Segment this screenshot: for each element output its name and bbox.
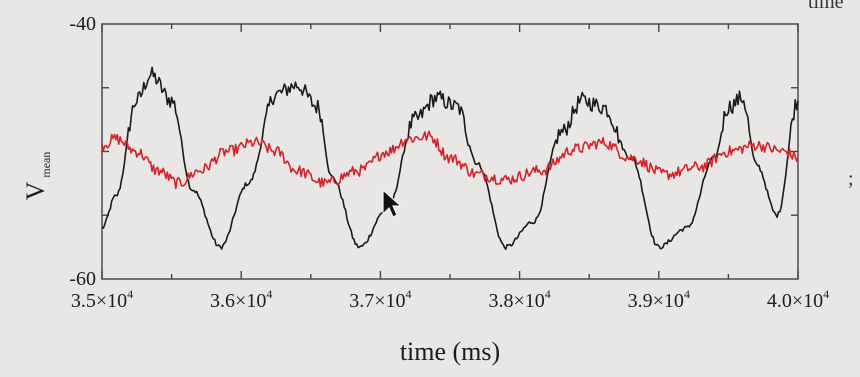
x-tick-label-exponent: 4: [406, 287, 412, 301]
x-tick-label-exponent: 4: [823, 287, 829, 301]
x-axis-label: time (ms): [400, 337, 500, 366]
x-tick-label-mantissa: 3.9×10: [628, 290, 684, 312]
y-axis-label: Vmean: [21, 152, 53, 201]
x-axis-ticks: 3.5×104 3.6×104 3.7×104 3.8×104 3.9×104 4.0×1…: [71, 24, 829, 312]
edge-fragment-top-right: time: [808, 0, 844, 13]
y-axis-ticks: -40 -60: [69, 13, 798, 290]
x-tick-label-exponent: 4: [684, 287, 690, 301]
y-tick-label: -40: [69, 13, 96, 35]
black-trace: [101, 66, 799, 250]
x-tick-label: 3.6×104: [210, 287, 272, 312]
x-tick-label: 3.7×104: [349, 287, 411, 312]
y-axis-label-main: V: [21, 181, 50, 200]
x-tick-label: 4.0×104: [767, 287, 829, 312]
x-tick-label-mantissa: 3.6×10: [210, 290, 266, 312]
plot-frame: [101, 23, 799, 280]
edge-fragment-right-mark: ;: [848, 168, 854, 190]
y-axis-label-sub: mean: [39, 152, 53, 178]
x-tick-label-exponent: 4: [266, 287, 272, 301]
y-tick-label: -60: [69, 268, 96, 290]
x-tick-label: 3.8×104: [488, 287, 550, 312]
x-tick-label-mantissa: 4.0×10: [767, 290, 823, 312]
x-tick-label-exponent: 4: [127, 287, 133, 301]
x-tick-label-mantissa: 3.7×10: [349, 290, 405, 312]
x-tick-label-exponent: 4: [545, 287, 551, 301]
x-tick-label: 3.5×104: [71, 287, 133, 312]
x-tick-label-mantissa: 3.5×10: [71, 290, 127, 312]
x-tick-label-mantissa: 3.8×10: [488, 290, 544, 312]
traces: [101, 66, 799, 250]
red-trace: [101, 130, 799, 190]
cursor-icon: [382, 188, 403, 218]
x-tick-label: 3.9×104: [628, 287, 690, 312]
